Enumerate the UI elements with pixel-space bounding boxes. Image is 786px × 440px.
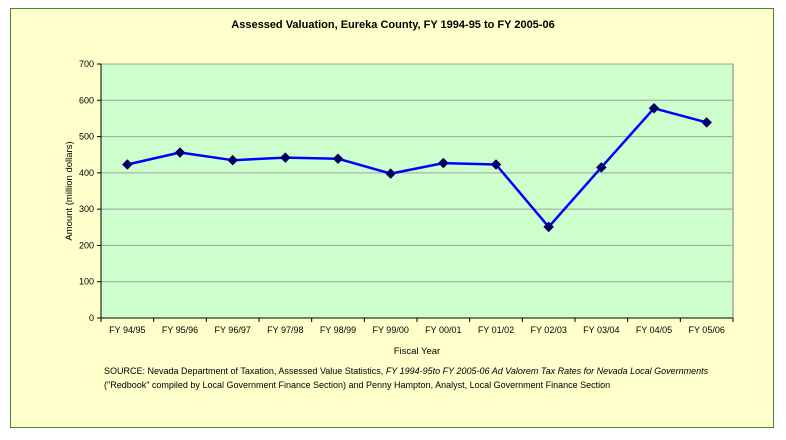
source-text-1: SOURCE: Nevada Department of Taxation, A…	[104, 366, 386, 376]
data-point	[227, 154, 239, 166]
source-text-2: ("Redbook" compiled by Local Government …	[104, 380, 611, 390]
source-note: SOURCE: Nevada Department of Taxation, A…	[104, 364, 744, 392]
data-point	[701, 117, 713, 128]
y-axis-title: Amount (million dollars)	[64, 141, 75, 240]
y-tick-label: 300	[79, 204, 94, 214]
data-point	[174, 147, 186, 158]
x-tick-label: FY 94/95	[109, 325, 145, 335]
data-point	[385, 168, 397, 179]
y-tick-label: 500	[79, 132, 94, 142]
data-point	[543, 221, 555, 233]
data-point	[279, 152, 291, 163]
x-tick-label: FY 95/96	[162, 325, 198, 335]
x-tick-label: FY 96/97	[214, 325, 250, 335]
data-point	[595, 162, 607, 173]
x-tick-label: FY 02/03	[530, 325, 566, 335]
data-point	[437, 157, 449, 169]
y-tick-label: 100	[79, 277, 94, 287]
y-axis-ticks: 0 100 200 300 400 500 600 700	[79, 59, 101, 323]
x-tick-label: FY 04/05	[636, 325, 672, 335]
plot-area	[100, 63, 734, 319]
x-tick-label: FY 99/00	[372, 325, 408, 335]
y-tick-label: 400	[79, 168, 94, 178]
x-tick-label: FY 01/02	[478, 325, 514, 335]
data-point	[648, 102, 660, 114]
data-point	[121, 159, 133, 170]
chart-title: Assessed Valuation, Eureka County, FY 19…	[231, 19, 555, 31]
x-axis-title: Fiscal Year	[394, 346, 440, 357]
x-axis-ticks: FY 94/95 FY 95/96 FY 96/97 FY 97/98 FY 98/99…	[100, 318, 734, 335]
y-tick-label: 200	[79, 240, 94, 250]
data-point	[332, 153, 344, 165]
y-tick-label: 0	[89, 313, 94, 323]
grid-lines	[101, 63, 733, 283]
x-tick-label: FY 98/99	[320, 325, 356, 335]
x-tick-label: FY 00/01	[425, 325, 461, 335]
x-tick-label: FY 05/06	[688, 325, 724, 335]
y-tick-label: 600	[79, 95, 94, 105]
series-line	[127, 107, 708, 229]
data-point	[490, 159, 502, 170]
y-tick-label: 700	[79, 59, 94, 69]
x-tick-label: FY 03/04	[583, 325, 619, 335]
source-text-italic: FY 1994-95to FY 2005-06 Ad Valorem Tax R…	[385, 366, 709, 376]
x-tick-label: FY 97/98	[267, 325, 303, 335]
data-markers	[121, 102, 713, 233]
